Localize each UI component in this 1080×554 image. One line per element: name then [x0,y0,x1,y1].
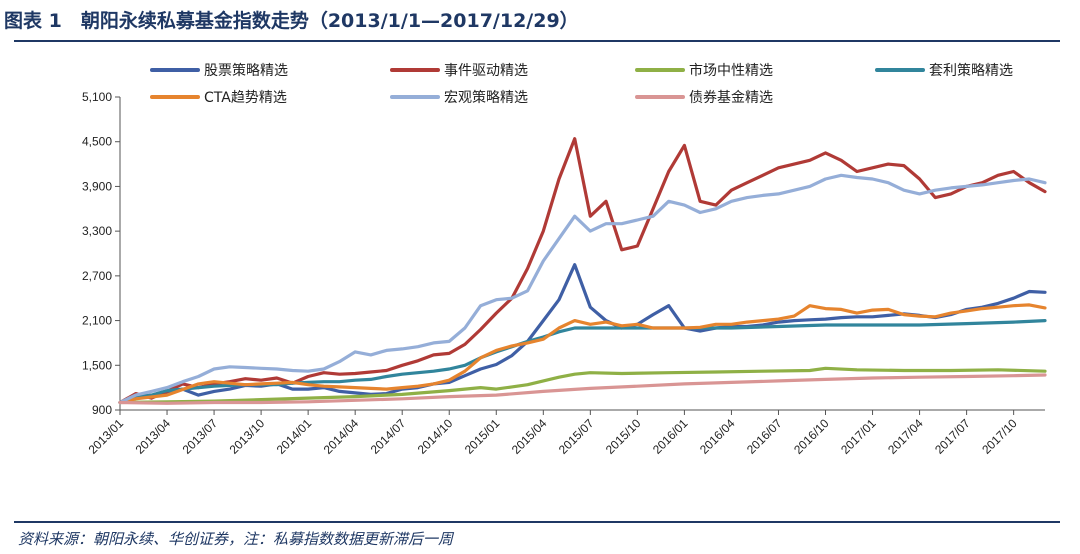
x-tick-label: 2015/01 [462,416,503,457]
x-tick-label: 2017/07 [932,416,973,457]
x-tick-label: 2017/01 [838,416,879,457]
legend: 股票策略精选 事件驱动精选 市场中性精选 套利策略精选 CTA趋势精选 宏观策略精选 债券基… [150,62,1013,106]
series-line-3 [118,319,1047,405]
legend-label-3: 套利策略精选 [929,62,1013,79]
series-line-0 [118,263,1047,405]
series-line-4 [118,303,1047,405]
x-tick-label: 2014/04 [321,416,362,457]
y-tick-label: 1,500 [82,358,112,372]
legend-label-0: 股票策略精选 [204,62,288,79]
x-tick-label: 2016/01 [650,416,691,457]
y-axis: 900 1,500 2,100 2,700 3,300 3,900 4,500 5,100 [82,90,121,417]
x-tick-label: 2016/07 [744,416,785,457]
line-chart: 股票策略精选 事件驱动精选 市场中性精选 套利策略精选 CTA趋势精选 宏观策略精选 债券基… [82,62,1047,457]
series-line-5 [118,173,1047,405]
y-tick-label: 4,500 [82,135,112,149]
x-tick-label: 2015/04 [509,416,550,457]
x-tick-label: 2014/07 [368,416,409,457]
legend-label-6: 债券基金精选 [689,89,773,106]
series-lines [118,137,1047,405]
series-line-6 [118,373,1047,405]
x-tick-label: 2017/10 [979,416,1020,457]
source-divider [14,521,1060,523]
series-line-2 [118,366,1047,405]
x-axis: 2013/01 2013/04 2013/07 2013/10 2014/01 2014/… [86,409,1045,457]
legend-label-5: 宏观策略精选 [444,89,528,106]
title-bar [14,6,1060,42]
x-tick-label: 2016/10 [791,416,832,457]
legend-label-1: 事件驱动精选 [444,63,528,79]
x-tick-label: 2014/01 [274,416,315,457]
x-tick-label: 2013/07 [180,416,221,457]
y-tick-label: 900 [92,403,112,417]
x-tick-label: 2013/10 [227,416,268,457]
y-tick-label: 5,100 [82,90,112,104]
x-tick-label: 2013/04 [133,416,174,457]
series-line-1 [118,137,1047,405]
y-tick-label: 2,700 [82,269,112,283]
legend-label-2: 市场中性精选 [689,62,773,79]
y-tick-label: 2,100 [82,314,112,328]
x-tick-label: 2017/04 [885,416,926,457]
x-tick-label: 2015/10 [603,416,644,457]
figure-title: 图表 1 朝阳永续私募基金指数走势（2013/1/1—2017/12/29） [4,10,579,32]
x-tick-label: 2013/01 [86,416,127,457]
y-tick-label: 3,900 [82,179,112,193]
x-tick-label: 2016/04 [697,416,738,457]
legend-label-4: CTA趋势精选 [204,90,287,106]
y-tick-label: 3,300 [82,224,112,238]
x-tick-label: 2015/07 [556,416,597,457]
x-tick-label: 2014/10 [415,416,456,457]
source-note: 资料来源：朝阳永续、华创证券，注：私募指数数据更新滞后一周 [18,530,454,548]
